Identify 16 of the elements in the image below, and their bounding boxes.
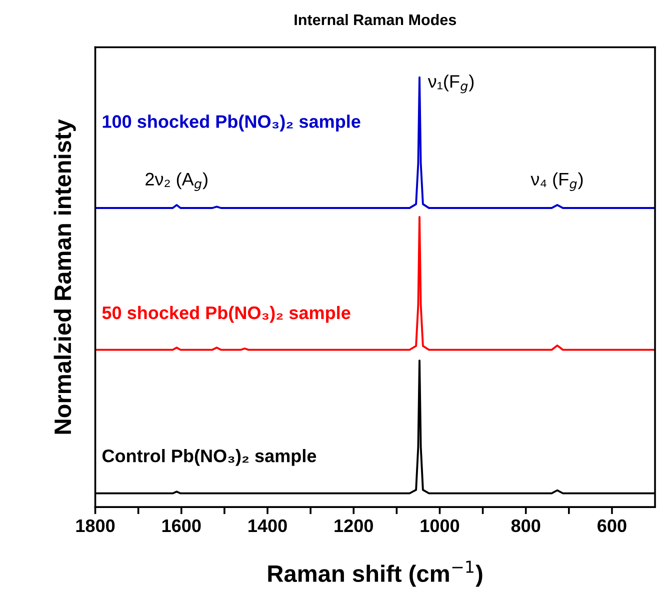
y-axis-title: Normalzied Raman intenisty [54, 119, 76, 434]
x-tick-label: 1000 [420, 519, 460, 532]
x-tick-label: 600 [598, 519, 626, 532]
x-tick-label: 1200 [334, 519, 373, 532]
annotation: ν₄ (F$_{g}$) [530, 172, 583, 191]
series-label: Control Pb(NO₃)₂ sample [102, 449, 316, 466]
chart-title: Internal Raman Modes [294, 14, 456, 26]
x-tick-label: 1600 [162, 519, 201, 532]
annotation: 2ν₂ (A$_{g}$) [146, 172, 208, 191]
series-label: 50 shocked Pb(NO₃)₂ sample [102, 306, 350, 323]
x-tick-label: 800 [511, 519, 540, 532]
x-tick-label: 1800 [76, 519, 115, 532]
annotation: ν₁(F$_{g}$) [428, 74, 474, 94]
x-tick-label: 1400 [248, 519, 287, 532]
text: 100 shocked Pb(NO₃)₂ sample [102, 114, 360, 132]
x-axis-title: Raman shift (cm$^{−1}$) [268, 560, 482, 587]
